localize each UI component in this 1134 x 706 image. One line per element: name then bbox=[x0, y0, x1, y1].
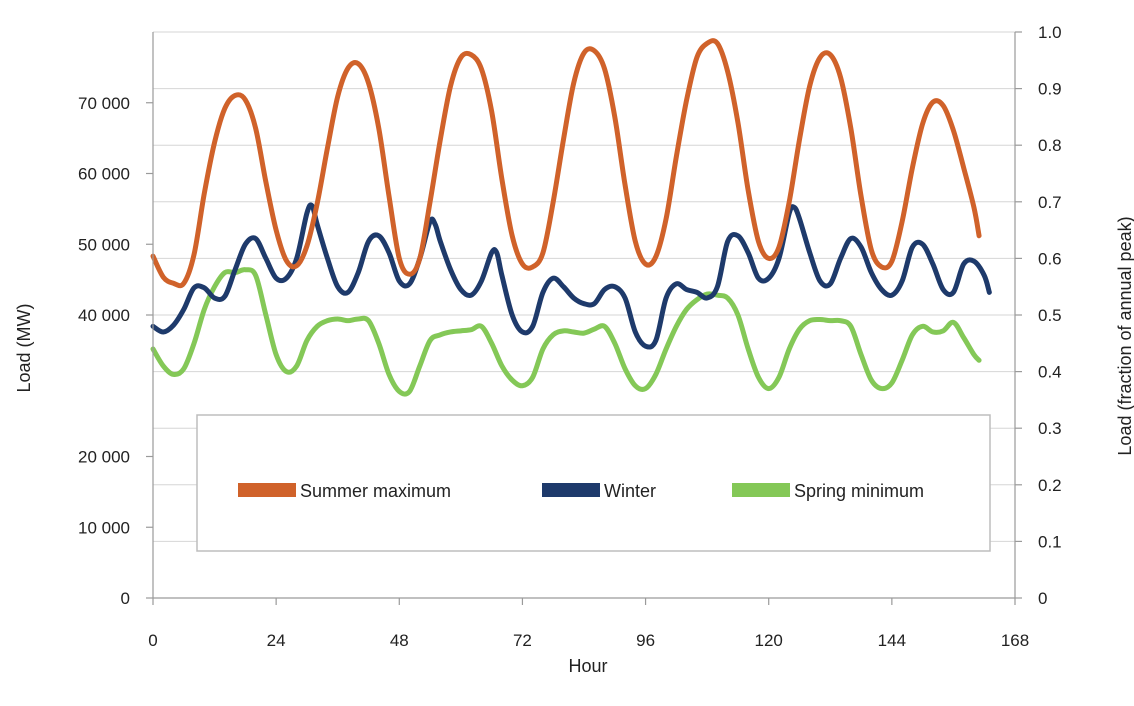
y2-tick-label: 0 bbox=[1038, 589, 1047, 608]
x-tick-label: 72 bbox=[513, 631, 532, 650]
x-tick-label: 120 bbox=[755, 631, 783, 650]
y-tick-label: 50 000 bbox=[78, 235, 130, 254]
y2-tick-label: 0.7 bbox=[1038, 193, 1062, 212]
legend-swatch-spring-minimum bbox=[732, 483, 790, 497]
y2-tick-label: 0.5 bbox=[1038, 306, 1062, 325]
y2-tick-label: 0.9 bbox=[1038, 80, 1062, 99]
legend-swatch-summer-maximum bbox=[238, 483, 296, 497]
y-tick-label: 10 000 bbox=[78, 518, 130, 537]
y-tick-label: 40 000 bbox=[78, 306, 130, 325]
y2-axis-title: Load (fraction of annual peak) bbox=[1115, 216, 1134, 455]
x-tick-label: 144 bbox=[878, 631, 906, 650]
y2-tick-label: 0.3 bbox=[1038, 419, 1062, 438]
axis-layer: 0 24 48 72 96 120 144 168 0 10 000 20 000 40 000 50 … bbox=[78, 23, 1062, 650]
series-line-winter bbox=[150, 202, 992, 350]
x-tick-label: 48 bbox=[390, 631, 409, 650]
y-tick-label: 0 bbox=[121, 589, 130, 608]
series-line-summer-maximum bbox=[150, 38, 982, 289]
y2-tick-label: 1.0 bbox=[1038, 23, 1062, 42]
y2-tick-label: 0.1 bbox=[1038, 532, 1062, 551]
y-tick-label: 70 000 bbox=[78, 94, 130, 113]
y-tick-label: 20 000 bbox=[78, 448, 130, 467]
legend-label-summer-maximum: Summer maximum bbox=[300, 481, 451, 501]
y-tick-label: 60 000 bbox=[78, 165, 130, 184]
x-tick-label: 168 bbox=[1001, 631, 1029, 650]
y-axis-title: Load (MW) bbox=[14, 303, 34, 392]
y2-tick-label: 0.2 bbox=[1038, 476, 1062, 495]
y2-tick-label: 0.4 bbox=[1038, 363, 1062, 382]
x-tick-label: 0 bbox=[148, 631, 157, 650]
series-line-spring-minimum bbox=[150, 267, 982, 397]
x-axis-title: Hour bbox=[568, 656, 607, 676]
x-tick-label: 96 bbox=[636, 631, 655, 650]
legend-label-winter: Winter bbox=[604, 481, 656, 501]
x-tick-label: 24 bbox=[267, 631, 286, 650]
y2-tick-label: 0.8 bbox=[1038, 136, 1062, 155]
y2-tick-label: 0.6 bbox=[1038, 249, 1062, 268]
legend-swatch-winter bbox=[542, 483, 600, 497]
legend: Summer maximum Winter Spring minimum bbox=[196, 414, 991, 552]
series-layer bbox=[150, 38, 992, 397]
legend-label-spring-minimum: Spring minimum bbox=[794, 481, 924, 501]
